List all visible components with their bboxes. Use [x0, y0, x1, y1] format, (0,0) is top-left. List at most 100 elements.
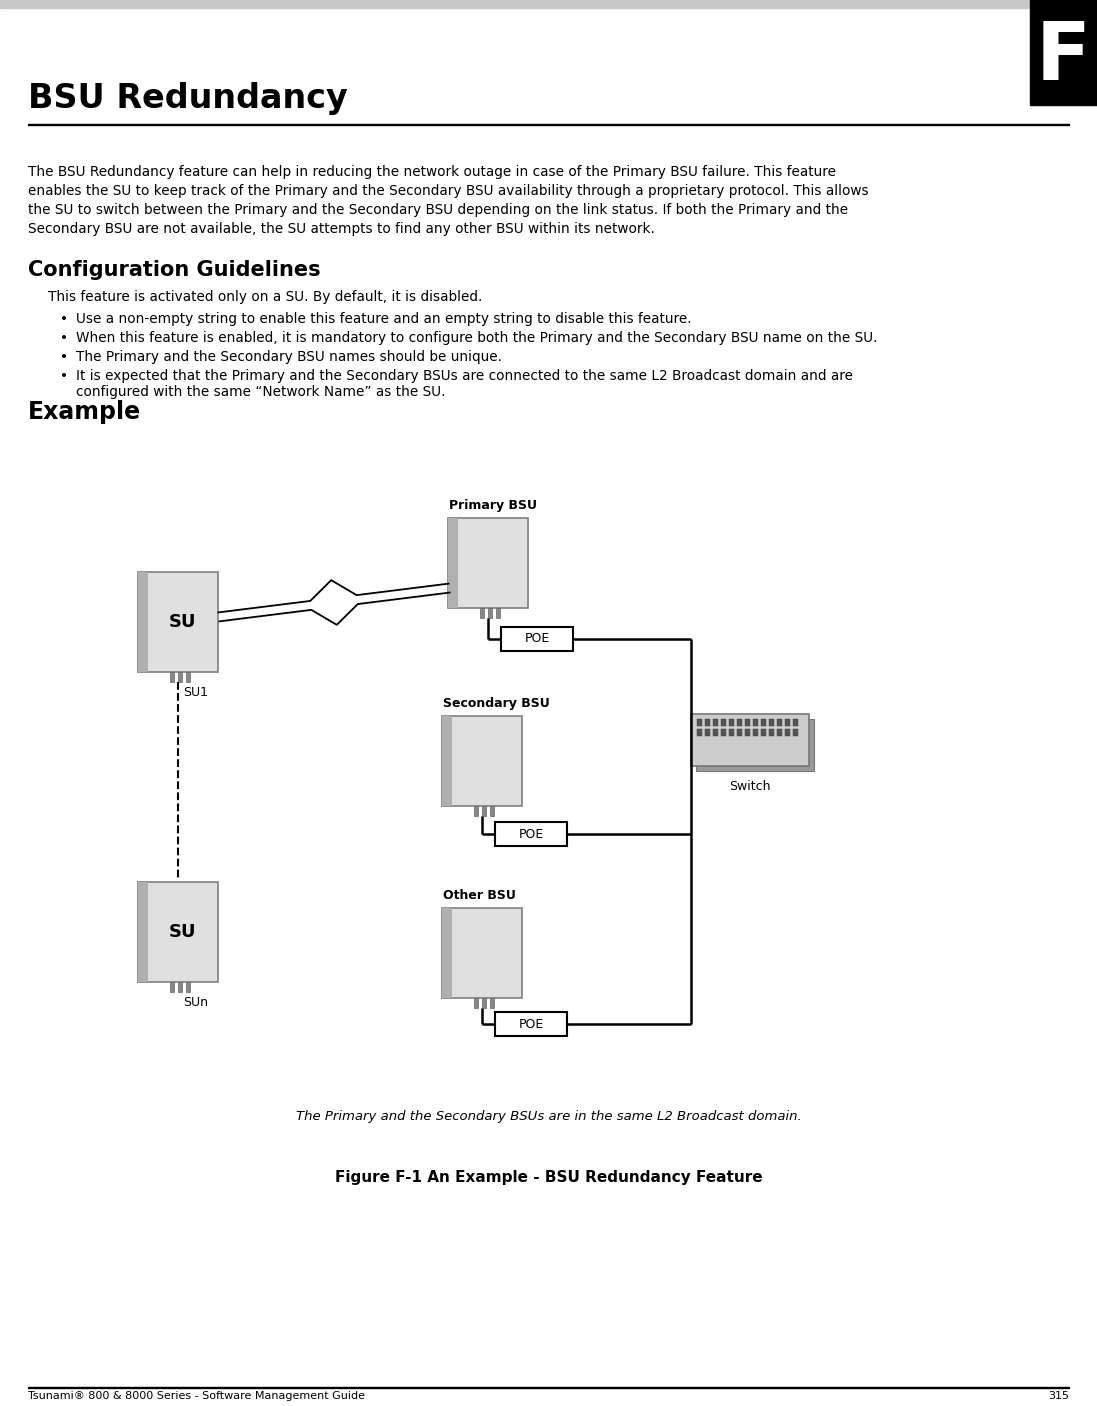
Bar — [442, 716, 522, 806]
Bar — [785, 728, 790, 735]
Text: It is expected that the Primary and the Secondary BSUs are connected to the same: It is expected that the Primary and the … — [76, 368, 853, 382]
Bar — [490, 998, 494, 1008]
Bar — [138, 882, 218, 981]
Ellipse shape — [738, 747, 746, 751]
Ellipse shape — [709, 747, 715, 751]
Bar — [474, 806, 478, 815]
Bar — [495, 823, 567, 846]
Text: BSU Redundancy: BSU Redundancy — [29, 82, 348, 115]
Bar — [785, 718, 790, 725]
Bar — [691, 714, 808, 766]
Text: Switch: Switch — [730, 780, 771, 793]
Text: The Primary and the Secondary BSU names should be unique.: The Primary and the Secondary BSU names … — [76, 350, 502, 364]
Bar — [488, 607, 491, 619]
Bar — [730, 718, 734, 725]
Bar — [745, 718, 750, 725]
Bar — [777, 728, 782, 735]
Text: POE: POE — [524, 633, 550, 645]
Text: The BSU Redundancy feature can help in reducing the network outage in case of th: The BSU Redundancy feature can help in r… — [29, 165, 836, 179]
Bar — [721, 718, 726, 725]
Text: •: • — [60, 330, 68, 344]
Bar — [793, 728, 798, 735]
Bar — [138, 572, 148, 672]
Text: •: • — [60, 368, 68, 382]
Text: This feature is activated only on a SU. By default, it is disabled.: This feature is activated only on a SU. … — [48, 290, 483, 304]
Text: The Primary and the Secondary BSUs are in the same L2 Broadcast domain.: The Primary and the Secondary BSUs are i… — [295, 1109, 802, 1123]
Bar — [490, 806, 494, 815]
Ellipse shape — [748, 747, 756, 751]
Text: Primary BSU: Primary BSU — [449, 499, 538, 512]
Text: Other BSU: Other BSU — [443, 889, 516, 903]
Text: SU: SU — [168, 613, 195, 631]
Text: Figure F-1 An Example - BSU Redundancy Feature: Figure F-1 An Example - BSU Redundancy F… — [335, 1170, 762, 1185]
Bar — [721, 728, 726, 735]
Ellipse shape — [719, 747, 725, 751]
Ellipse shape — [789, 747, 795, 751]
Text: SU1: SU1 — [183, 686, 208, 699]
Bar — [186, 981, 190, 993]
Bar — [186, 672, 190, 682]
Bar — [777, 718, 782, 725]
Bar — [737, 728, 742, 735]
Ellipse shape — [728, 747, 735, 751]
Text: enables the SU to keep track of the Primary and the Secondary BSU availability t: enables the SU to keep track of the Prim… — [29, 184, 869, 198]
Ellipse shape — [758, 747, 766, 751]
Text: configured with the same “Network Name” as the SU.: configured with the same “Network Name” … — [76, 385, 445, 399]
Text: POE: POE — [519, 1018, 544, 1031]
Bar — [0, 0, 1097, 8]
Bar — [178, 672, 182, 682]
Text: •: • — [60, 312, 68, 326]
Bar — [170, 981, 174, 993]
Bar — [170, 672, 174, 682]
Bar — [482, 806, 486, 815]
Bar — [705, 728, 710, 735]
Bar — [178, 981, 182, 993]
Ellipse shape — [769, 747, 776, 751]
Bar — [448, 517, 459, 607]
Bar — [761, 728, 766, 735]
Bar — [745, 728, 750, 735]
Bar — [697, 718, 702, 725]
Bar — [442, 908, 522, 998]
Text: Tsunami® 800 & 8000 Series - Software Management Guide: Tsunami® 800 & 8000 Series - Software Ma… — [29, 1391, 365, 1400]
Bar — [495, 1012, 567, 1036]
Text: Configuration Guidelines: Configuration Guidelines — [29, 260, 320, 280]
Bar — [501, 627, 573, 651]
Bar — [496, 607, 500, 619]
Bar — [761, 718, 766, 725]
Bar — [753, 718, 758, 725]
Text: Use a non-empty string to enable this feature and an empty string to disable thi: Use a non-empty string to enable this fe… — [76, 312, 691, 326]
Text: POE: POE — [519, 828, 544, 841]
Bar — [138, 572, 218, 672]
Bar — [474, 998, 478, 1008]
Bar — [793, 718, 798, 725]
Ellipse shape — [699, 747, 705, 751]
Text: •: • — [60, 350, 68, 364]
Text: SUn: SUn — [183, 995, 208, 1010]
Bar — [480, 607, 484, 619]
Bar — [697, 728, 702, 735]
Text: Secondary BSU are not available, the SU attempts to find any other BSU within it: Secondary BSU are not available, the SU … — [29, 222, 655, 236]
Bar — [737, 718, 742, 725]
Ellipse shape — [779, 747, 785, 751]
Bar — [482, 998, 486, 1008]
Bar — [1030, 0, 1097, 105]
Text: Example: Example — [29, 399, 142, 425]
Bar — [705, 718, 710, 725]
Bar — [448, 517, 528, 607]
Bar — [730, 728, 734, 735]
Text: When this feature is enabled, it is mandatory to configure both the Primary and : When this feature is enabled, it is mand… — [76, 330, 878, 344]
Text: the SU to switch between the Primary and the Secondary BSU depending on the link: the SU to switch between the Primary and… — [29, 202, 848, 217]
Bar — [138, 882, 148, 981]
Bar — [769, 718, 774, 725]
Bar — [695, 718, 814, 770]
Text: F: F — [1036, 18, 1092, 97]
Text: Secondary BSU: Secondary BSU — [443, 697, 550, 710]
Bar — [442, 908, 452, 998]
Bar — [753, 728, 758, 735]
Bar — [442, 716, 452, 806]
Bar — [769, 728, 774, 735]
Text: 315: 315 — [1048, 1391, 1068, 1400]
Bar — [713, 728, 719, 735]
Bar — [713, 718, 719, 725]
